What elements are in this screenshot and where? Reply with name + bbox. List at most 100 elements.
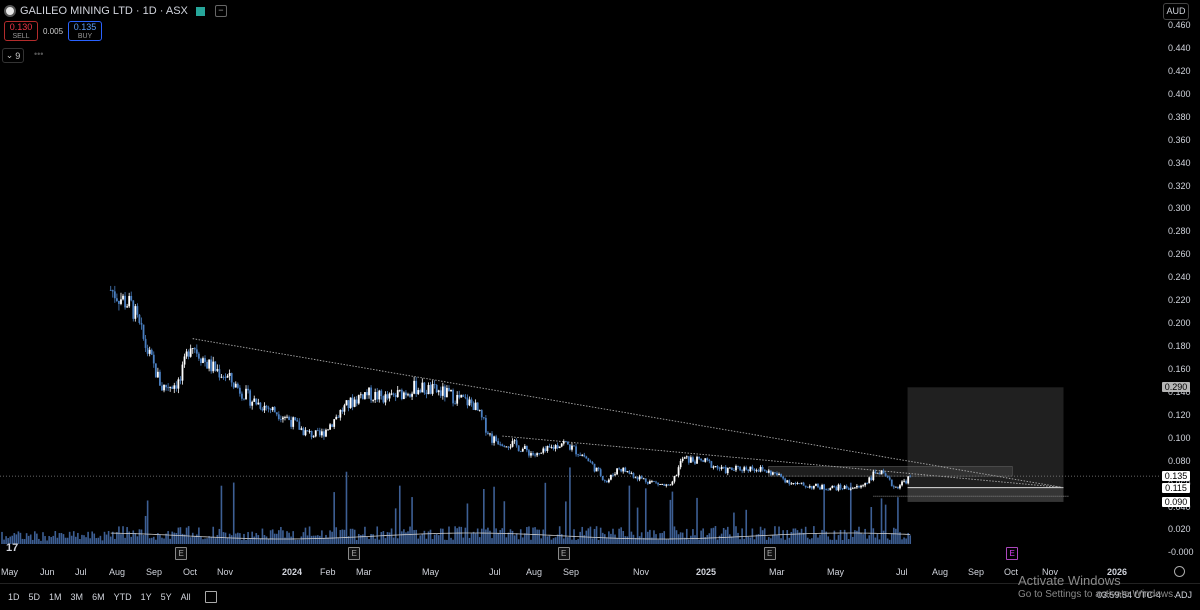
volume-ma-line (110, 532, 911, 540)
candle-body (175, 385, 178, 389)
volume-bar (487, 527, 489, 544)
timeframe-1m[interactable]: 1M (49, 592, 62, 602)
candle-body (433, 384, 436, 385)
volume-bar (597, 539, 600, 544)
timeframe-all[interactable]: All (180, 592, 191, 602)
volume-bar (319, 535, 321, 544)
candle-body (628, 471, 631, 474)
volume-bar (876, 533, 879, 544)
more-dots-icon[interactable]: ••• (34, 49, 44, 59)
earnings-marker[interactable]: E (557, 547, 570, 560)
candle-body (413, 380, 416, 394)
candle-body (173, 385, 176, 389)
timeframe-5y[interactable]: 5Y (160, 592, 172, 602)
candle-body (269, 408, 272, 411)
upcoming-earnings-marker[interactable]: E (1006, 547, 1019, 560)
indicators-toggle[interactable]: ⌄ 9 (2, 48, 24, 63)
candle-body (860, 485, 862, 488)
candle-body (462, 394, 465, 397)
timeframe-1d[interactable]: 1D (8, 592, 20, 602)
tradingview-logo[interactable]: 17 (6, 542, 19, 554)
candle-body (726, 467, 729, 474)
candle-body (249, 390, 252, 406)
candle-body (858, 485, 860, 488)
volume-bar (501, 528, 504, 544)
volume-bar (48, 536, 50, 544)
candle-body (230, 373, 233, 383)
volume-bar (398, 485, 401, 544)
volume-bar (554, 537, 557, 544)
candle-body (890, 479, 893, 487)
candle-body (263, 405, 266, 411)
volume-bar (116, 532, 118, 544)
symbol-title[interactable]: GALILEO MINING LTD · 1D · ASX (20, 5, 188, 17)
price-axis-label: 0.340 (1168, 157, 1191, 168)
volume-bar (42, 532, 44, 544)
buy-button[interactable]: 0.135 BUY (68, 21, 103, 41)
candle-body (130, 295, 133, 301)
candle-body (212, 361, 215, 372)
candle-body (355, 399, 358, 404)
candle-body (722, 466, 725, 468)
activate-windows-subtitle: Go to Settings to activate Windows. (1018, 589, 1176, 600)
volume-bar (690, 535, 692, 544)
volume-bar (433, 534, 436, 544)
candle-body (364, 392, 366, 399)
candle-body (751, 466, 754, 470)
volume-bar (720, 533, 723, 544)
timeframe-ytd[interactable]: YTD (113, 592, 132, 602)
earnings-marker[interactable]: E (348, 547, 361, 560)
adj-toggle[interactable]: ADJ (1175, 590, 1193, 600)
calendar-icon[interactable] (204, 591, 217, 603)
candle-body (718, 468, 721, 470)
candle-body (644, 478, 647, 482)
timeframe-5d[interactable]: 5D (28, 592, 41, 602)
candle-body (247, 388, 249, 391)
time-axis-label: Aug (932, 567, 949, 577)
gear-icon[interactable] (1174, 566, 1185, 577)
candle-body (536, 453, 539, 456)
timeframe-1y[interactable]: 1Y (140, 592, 152, 602)
volume-bar (636, 507, 639, 544)
currency-selector[interactable]: AUD (1163, 3, 1189, 20)
earnings-marker[interactable]: E (175, 547, 188, 560)
volume-bar (337, 538, 340, 544)
volume-bar (813, 526, 815, 544)
volume-bar (591, 538, 594, 544)
volume-bar (111, 531, 114, 544)
candle-body (115, 298, 118, 301)
candle-body (255, 398, 258, 405)
candle-body (737, 465, 739, 467)
sell-button[interactable]: 0.130 SELL (4, 21, 38, 41)
volume-bar (419, 535, 422, 544)
candle-body (378, 390, 381, 400)
symbol-header[interactable]: GALILEO MINING LTD · 1D · ASX − (4, 3, 227, 19)
volume-bar (667, 539, 670, 544)
volume-bar (673, 526, 676, 544)
timeframe-6m[interactable]: 6M (92, 592, 105, 602)
price-axis-label: 0.260 (1168, 249, 1191, 260)
candle-body (886, 475, 889, 478)
timeframe-3m[interactable]: 3M (70, 592, 84, 602)
volume-bar (77, 532, 79, 544)
volume-bar (114, 538, 116, 544)
earnings-marker[interactable]: E (763, 547, 776, 560)
volume-bar (866, 538, 868, 544)
candle-body (216, 369, 219, 371)
volume-bar (95, 538, 98, 544)
collapse-icon[interactable]: − (214, 5, 227, 17)
candle-body (296, 420, 299, 422)
clock-timezone[interactable]: 03:59:54 UTC-4 (1097, 590, 1162, 600)
volume-bar (247, 532, 249, 544)
volume-bar (835, 539, 838, 544)
volume-bar (7, 538, 9, 544)
candle-body (657, 482, 659, 485)
volume-bar (821, 529, 823, 544)
volume-bar (97, 537, 100, 544)
candle-body (279, 419, 282, 420)
volume-bar (50, 537, 52, 544)
candle-body (845, 485, 848, 489)
candle-body (308, 431, 311, 432)
volume-bar (126, 527, 128, 544)
